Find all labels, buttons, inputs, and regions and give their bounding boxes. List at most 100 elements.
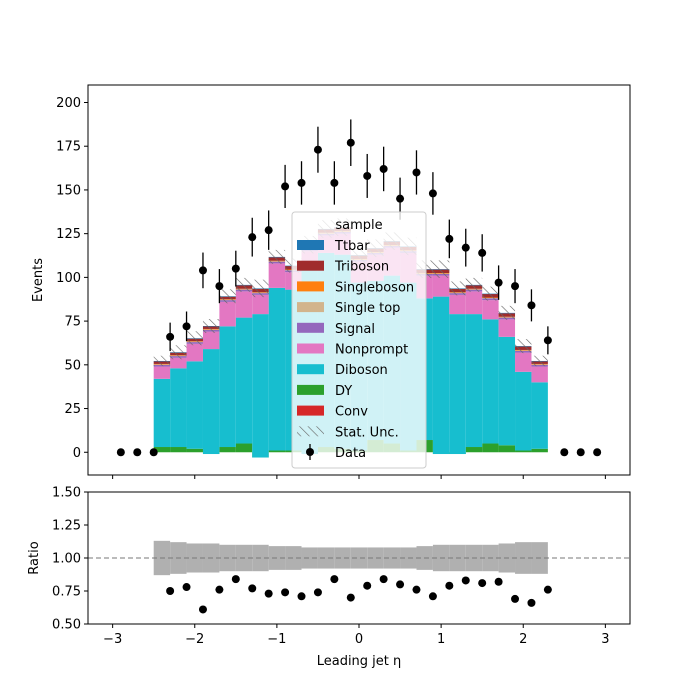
- main-y-tick-label: 0: [73, 446, 81, 461]
- data-point: [478, 248, 487, 257]
- bar-nonprompt: [482, 300, 499, 320]
- bar-dy: [219, 447, 236, 453]
- ratio-point: [182, 583, 191, 592]
- legend-title: sample: [335, 218, 382, 233]
- bar-diboson: [170, 368, 187, 448]
- bar-diboson: [432, 296, 450, 455]
- data-point: [445, 234, 454, 243]
- bar-dy: [153, 447, 171, 453]
- ratio-point: [445, 581, 454, 590]
- legend-label: Single top: [335, 301, 400, 316]
- main-y-tick-label: 50: [64, 358, 81, 373]
- main-y-tick-label: 125: [56, 227, 81, 242]
- legend-swatch-nonprompt: [297, 343, 324, 354]
- main-y-tick-label: 200: [56, 96, 81, 111]
- ratio-points: [166, 575, 552, 614]
- data-point: [576, 448, 585, 457]
- x-tick-label: 1: [437, 632, 445, 647]
- legend-swatch-ttbar: [297, 240, 324, 250]
- stat-unc-bin: [170, 345, 187, 360]
- x-axis-label: Leading jet η: [317, 654, 402, 669]
- ratio-y-ticks: 0.50 0.75 1.00 1.25 1.50: [52, 486, 88, 633]
- bar-dy: [268, 450, 286, 453]
- data-point: [396, 194, 405, 203]
- ratio-point: [346, 593, 355, 602]
- main-x-ticks: [112, 475, 606, 479]
- ratio-y-tick-label: 0.75: [52, 585, 81, 600]
- legend-swatch-data-marker: [306, 448, 314, 456]
- bar-nonprompt: [186, 343, 203, 362]
- legend-swatch-dy: [297, 384, 324, 395]
- bar-dy: [465, 447, 483, 453]
- ratio-band-bin: [383, 547, 401, 569]
- stat-unc-bin: [153, 355, 171, 367]
- ratio-panel: 0.50 0.75 1.00 1.25 1.50 −3 −2 −1 0 1 2 3 Ratio Le…: [27, 486, 631, 669]
- bar-diboson: [219, 326, 236, 448]
- legend-label: Nonprompt: [335, 343, 408, 358]
- x-tick-label: 3: [601, 632, 609, 647]
- data-point: [149, 448, 158, 457]
- data-point: [215, 282, 224, 291]
- legend-label: Triboson: [334, 260, 389, 275]
- legend-swatch-triboson: [297, 260, 324, 271]
- ratio-point: [313, 588, 322, 597]
- ratio-point: [511, 594, 520, 603]
- legend-swatch-conv: [297, 405, 324, 416]
- bar-diboson: [186, 361, 203, 449]
- legend-label: Data: [335, 446, 366, 461]
- bar-nonprompt: [498, 319, 516, 337]
- ratio-point: [527, 598, 536, 607]
- data-point: [248, 233, 257, 242]
- stat-unc-bin: [202, 319, 220, 333]
- main-y-tick-label: 150: [56, 183, 81, 198]
- bar-nonprompt: [252, 294, 269, 315]
- bar-nonprompt: [202, 331, 220, 350]
- ratio-band-bin: [367, 547, 384, 569]
- bar-diboson: [465, 314, 483, 448]
- main-y-ticks: 0 25 50 75 100 125 150 175 200: [56, 96, 88, 461]
- data-point: [494, 278, 503, 287]
- data-point: [527, 301, 536, 310]
- ratio-point: [379, 575, 388, 584]
- bar-diboson: [268, 287, 286, 451]
- ratio-y-axis-label: Ratio: [27, 541, 42, 574]
- stat-unc-bin: [252, 279, 269, 298]
- data-point: [330, 178, 339, 187]
- data-point: [198, 266, 207, 275]
- ratio-point: [281, 588, 290, 597]
- bar-nonprompt: [235, 291, 253, 318]
- ratio-point: [264, 589, 273, 598]
- main-y-axis-label: Events: [31, 258, 46, 302]
- bar-diboson: [531, 382, 548, 449]
- stat-unc-bin: [498, 305, 516, 320]
- legend-box: [291, 211, 427, 469]
- ratio-point: [215, 585, 224, 594]
- ratio-point: [198, 605, 207, 614]
- ratio-y-tick-label: 1.25: [52, 519, 81, 534]
- bar-nonprompt: [268, 263, 286, 288]
- data-point: [412, 168, 421, 177]
- legend-label: Ttbar: [334, 239, 370, 254]
- legend-label: Singleboson: [335, 280, 414, 295]
- data-point: [511, 282, 520, 291]
- data-point: [313, 145, 322, 154]
- legend-label: Signal: [335, 322, 375, 337]
- stat-unc-bin: [268, 249, 286, 264]
- data-point: [116, 448, 125, 457]
- ratio-point: [543, 585, 552, 594]
- legend-swatch-stat-unc: [297, 426, 324, 437]
- bar-nonprompt: [153, 366, 171, 379]
- ratio-band-bin: [285, 546, 302, 570]
- main-y-tick-label: 100: [56, 271, 81, 286]
- bar-diboson: [153, 378, 171, 448]
- ratio-band-bin: [301, 547, 318, 569]
- ratio-point: [461, 576, 470, 585]
- data-point: [461, 243, 470, 252]
- ratio-y-tick-label: 1.50: [52, 486, 81, 501]
- bar-dy: [235, 443, 253, 453]
- bar-nonprompt: [432, 275, 450, 297]
- data-point: [346, 138, 355, 147]
- stat-unc-bin: [235, 277, 253, 292]
- legend-label: Diboson: [335, 363, 388, 378]
